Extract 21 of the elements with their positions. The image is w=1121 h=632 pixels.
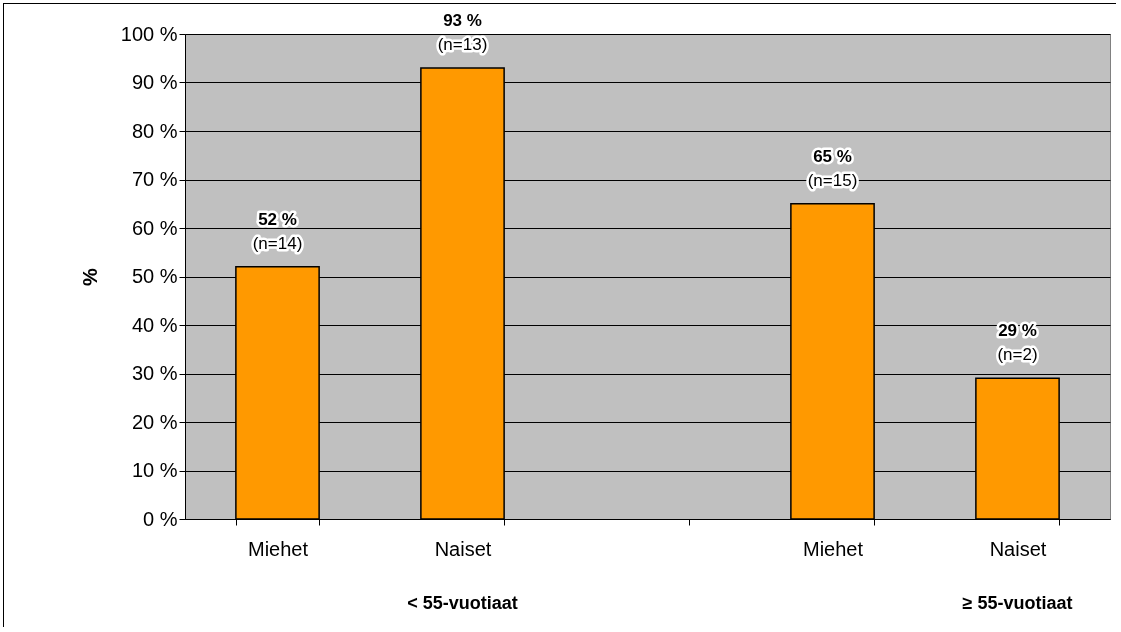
y-tick-label: 30 % bbox=[131, 362, 178, 384]
x-tick-label: Miehet bbox=[802, 537, 864, 560]
text: 93 % (n=13) bbox=[437, 10, 488, 54]
y-tick-label: 50 % bbox=[131, 265, 178, 287]
y-tick-label: 90 % bbox=[131, 71, 178, 93]
x-tick-label: Miehet bbox=[247, 537, 309, 560]
text: 52 % (n=14) bbox=[252, 209, 303, 253]
text: ≥ 55-vuotiaat bbox=[962, 593, 1073, 613]
text: < 55-vuotiaat bbox=[407, 593, 518, 613]
text: 29 % (n=2) bbox=[997, 321, 1038, 365]
y-tick-label: 60 % bbox=[131, 216, 178, 239]
y-tick-label: 10 % bbox=[131, 459, 178, 481]
y-axis-title: % bbox=[78, 267, 101, 286]
y-tick-label: 80 % bbox=[131, 119, 178, 142]
y-tick-label: 20 % bbox=[131, 410, 178, 433]
y-tick-label: 40 % bbox=[131, 313, 178, 336]
x-tick-label: Naiset bbox=[989, 537, 1047, 560]
y-tick-label: 0 % bbox=[143, 507, 178, 530]
y-tick-label: 70 % bbox=[131, 168, 178, 190]
y-tick-label: 100 % bbox=[120, 22, 178, 45]
x-tick-label: Naiset bbox=[434, 537, 492, 560]
